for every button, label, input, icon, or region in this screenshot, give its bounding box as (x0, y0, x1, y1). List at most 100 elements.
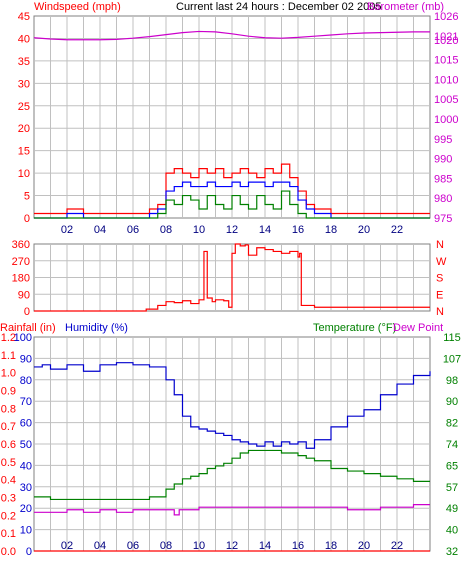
direction-tick-label: 0 (24, 306, 30, 318)
barometer-tick-label: 1021 (434, 31, 458, 43)
x-tick-label: 08 (160, 540, 172, 552)
barometer-tick-label: 985 (434, 173, 452, 185)
wind-series-low (34, 190, 430, 219)
temperature-tick-label: 74 (446, 439, 458, 451)
temperature-tick-label: 107 (443, 353, 461, 365)
x-tick-label: 04 (94, 540, 106, 552)
x-tick-label: 02 (61, 540, 73, 552)
chart-title: Current last 24 hours : December 02 2005 (176, 1, 381, 13)
x-tick-label: 10 (193, 224, 205, 236)
temperature-axis-label: Temperature (°F) (313, 322, 396, 334)
windspeed-tick-label: 5 (24, 191, 30, 203)
rain-tick-label: 0.7 (1, 421, 16, 433)
temperature-tick-label: 49 (446, 503, 458, 515)
temperature-tick-label: 40 (446, 525, 458, 537)
compass-label: S (436, 273, 443, 285)
windspeed-tick-label: 35 (18, 56, 30, 68)
dewpoint-axis-label: Dew Point (393, 322, 443, 334)
humidity-tick-label: 30 (20, 482, 32, 494)
rain-tick-label: 1.2 (1, 332, 16, 344)
wind-series-gust (34, 163, 430, 215)
barometer-axis-label: Barometer (mb) (367, 1, 444, 13)
rain-tick-label: 0.4 (1, 475, 16, 487)
x-tick-label: 04 (94, 224, 106, 236)
rain-tick-label: 1.0 (1, 368, 16, 380)
humidity-tick-label: 0 (26, 546, 32, 558)
x-tick-label: 12 (226, 224, 238, 236)
windspeed-axis-label: Windspeed (mph) (34, 1, 121, 13)
temperature-tick-label: 32 (446, 546, 458, 558)
humidity-tick-label: 90 (20, 353, 32, 365)
compass-label: N (436, 306, 444, 318)
direction-tick-label: 90 (18, 289, 30, 301)
barometer-tick-label: 1015 (434, 55, 458, 67)
x-tick-label: 18 (325, 224, 337, 236)
humidity-axis-label: Humidity (%) (65, 322, 128, 334)
direction-tick-label: 270 (12, 256, 30, 268)
rain-tick-label: 0.8 (1, 403, 16, 415)
direction-tick-label: 360 (12, 239, 30, 251)
barometer-tick-label: 980 (434, 193, 452, 205)
climate-series-temp (34, 449, 430, 501)
x-tick-label: 14 (259, 224, 271, 236)
temperature-tick-label: 98 (446, 375, 458, 387)
humidity-tick-label: 10 (20, 525, 32, 537)
rain-tick-label: 0.2 (1, 510, 16, 522)
x-tick-label: 20 (358, 224, 370, 236)
windspeed-tick-label: 10 (18, 168, 30, 180)
x-tick-label: 18 (325, 540, 337, 552)
windspeed-tick-label: 25 (18, 101, 30, 113)
x-tick-label: 22 (391, 224, 403, 236)
barometer-tick-label: 995 (434, 134, 452, 146)
x-tick-label: 20 (358, 540, 370, 552)
x-tick-label: 02 (61, 224, 73, 236)
rain-tick-label: 0.9 (1, 386, 16, 398)
windspeed-tick-label: 30 (18, 78, 30, 90)
x-tick-label: 08 (160, 224, 172, 236)
barometer-tick-label: 975 (434, 213, 452, 225)
temperature-tick-label: 82 (446, 418, 458, 430)
barometer-series (33, 30, 430, 41)
humidity-tick-label: 100 (14, 332, 32, 344)
direction-tick-label: 180 (12, 273, 30, 285)
x-tick-label: 12 (226, 540, 238, 552)
windspeed-tick-label: 0 (24, 213, 30, 225)
windspeed-tick-label: 45 (18, 11, 30, 23)
temperature-tick-label: 90 (446, 396, 458, 408)
x-tick-label: 06 (127, 540, 139, 552)
windspeed-tick-label: 15 (18, 146, 30, 158)
rain-tick-label: 1.1 (1, 350, 16, 362)
humidity-tick-label: 50 (20, 439, 32, 451)
barometer-tick-label: 1020 (434, 35, 458, 47)
windspeed-tick-label: 40 (18, 33, 30, 45)
barometer-tick-label: 1005 (434, 94, 458, 106)
barometer-tick-label: 1000 (434, 114, 458, 126)
rain-tick-label: 0.1 (1, 528, 16, 540)
direction-series (34, 243, 430, 312)
windspeed-tick-label: 20 (18, 123, 30, 135)
humidity-tick-label: 70 (20, 396, 32, 408)
humidity-tick-label: 40 (20, 460, 32, 472)
rain-tick-label: 0.0 (1, 546, 16, 558)
rain-tick-label: 0.5 (1, 457, 16, 469)
barometer-tick-label: 1010 (434, 74, 458, 86)
rain-tick-label: 0.3 (1, 493, 16, 505)
barometer-tick-label: 990 (434, 154, 452, 166)
climate-series-humidity (34, 362, 431, 449)
rainfall-axis-label: Rainfall (in) (0, 322, 56, 334)
x-tick-label: 22 (391, 540, 403, 552)
x-tick-label: 10 (193, 540, 205, 552)
humidity-tick-label: 60 (20, 418, 32, 430)
temperature-tick-label: 65 (446, 460, 458, 472)
rain-tick-label: 0.6 (1, 439, 16, 451)
x-tick-label: 16 (292, 540, 304, 552)
temperature-tick-label: 57 (446, 482, 458, 494)
barometer-tick-label: 1026 (434, 11, 458, 23)
compass-label: W (436, 256, 447, 268)
x-tick-label: 16 (292, 224, 304, 236)
x-tick-label: 14 (259, 540, 271, 552)
compass-label: N (436, 239, 444, 251)
climate-series-temp (34, 503, 430, 516)
